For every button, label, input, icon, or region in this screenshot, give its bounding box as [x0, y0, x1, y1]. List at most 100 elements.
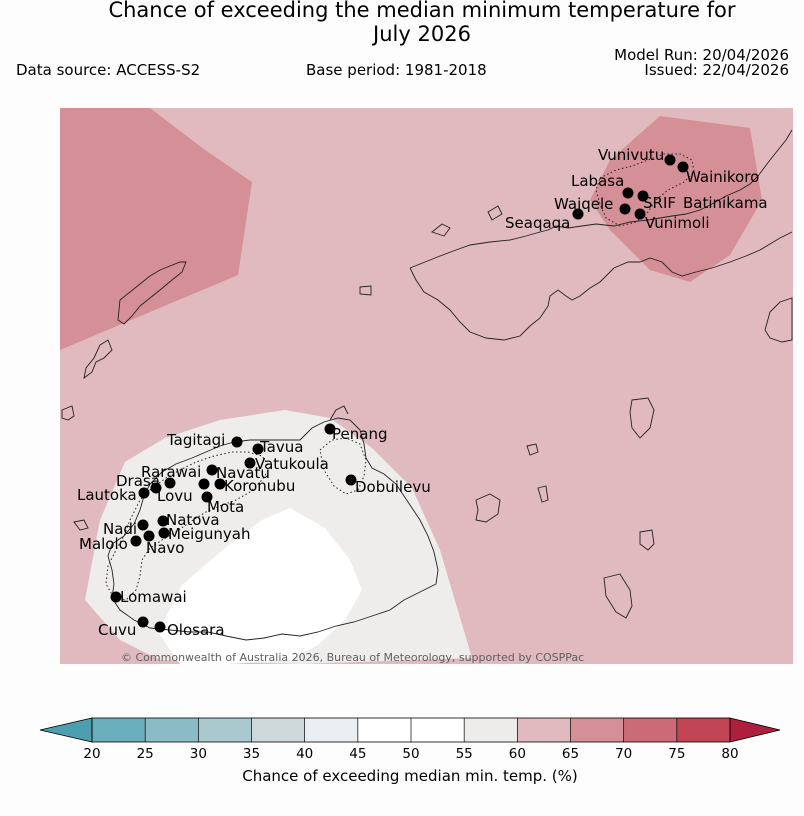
marker-vunivutu [664, 154, 676, 166]
marker-koronubu [214, 478, 226, 490]
marker-waiqele [619, 203, 631, 215]
marker-lomawai [110, 591, 122, 603]
base-period-label: Base period: 1981-2018 [306, 61, 487, 79]
colorbar-tick-label: 40 [296, 746, 313, 762]
colorbar-tick-label: 55 [456, 746, 473, 762]
colorbar-high-extend [729, 717, 781, 743]
colorbar-tick-label: 50 [402, 746, 419, 762]
colorbar-tick-label: 60 [509, 746, 526, 762]
coast-islet-2 [526, 443, 539, 456]
marker-navatu [198, 478, 210, 490]
station-label-lautoka: Lautoka [77, 486, 137, 504]
colorbar-tick-label: 30 [190, 746, 207, 762]
marker-labasa [622, 187, 634, 199]
field-45-55 [158, 508, 362, 664]
colorbar-segment [570, 718, 625, 742]
station-label-koronubu: Koronubu [224, 477, 295, 495]
colorbar-segment [145, 718, 199, 742]
colorbar-segment [676, 718, 731, 742]
marker-nadi [137, 519, 149, 531]
marker-lautoka [150, 482, 162, 494]
coast-ovalau [475, 493, 501, 523]
colorbar-title: Chance of exceeding median min. temp. (%… [242, 767, 577, 785]
district-north [595, 153, 695, 227]
station-label-penang: Penang [332, 425, 387, 443]
station-label-malolo: Malolo [79, 535, 128, 553]
colorbar-tick-label: 25 [137, 746, 154, 762]
colorbar-segments [92, 718, 731, 742]
coast-islet-8 [487, 205, 503, 221]
station-label-cuvu: Cuvu [98, 621, 136, 639]
station-label-wainikoro: Wainikoro [686, 168, 759, 186]
coast-islet-6 [73, 519, 89, 531]
colorbar-tick-label: 35 [243, 746, 260, 762]
colorbar: 20 25 30 35 40 45 50 55 60 65 70 75 80 Chance of exc… [39, 717, 781, 785]
coast-taveuni [764, 297, 793, 343]
title-line-1: Chance of exceeding the median minimum t… [108, 0, 736, 22]
station-label-srif: SRIF [643, 194, 676, 212]
colorbar-segment [411, 718, 465, 742]
coast-yasawa-1 [83, 339, 113, 380]
marker-rarawai [206, 464, 218, 476]
station-label-vatukoula: Vatukoula [255, 455, 329, 473]
coast-islet-5 [61, 405, 75, 421]
colorbar-low-extend [39, 717, 93, 743]
field-65-70-west [60, 108, 252, 350]
station-label-meigunyah: Meigunyah [168, 525, 250, 543]
marker-dobuilevu [345, 474, 357, 486]
coast-koro [629, 397, 655, 439]
marker-vatukoula [244, 457, 256, 469]
colorbar-tick-label: 65 [562, 746, 579, 762]
marker-malolo [130, 535, 142, 547]
copyright-notice: © Commonwealth of Australia 2026, Bureau… [121, 651, 584, 664]
coast-viti-levu [107, 417, 439, 641]
colorbar-tick-label: 80 [721, 746, 738, 762]
station-label-drasa: Drasa [116, 472, 160, 490]
marker-lovu [138, 487, 150, 499]
colorbar-ticks: 20 25 30 35 40 45 50 55 60 65 70 75 80 [83, 718, 739, 762]
marker-mota [201, 491, 213, 503]
issued-label: Issued: 22/04/2026 [644, 61, 789, 79]
station-label-mota: Mota [207, 498, 244, 516]
station-label-labasa: Labasa [571, 172, 624, 190]
coast-islet-1 [359, 285, 372, 296]
station-label-seaqaqa: Seaqaqa [505, 214, 570, 232]
station-labels: Vunivutu Wainikoro Labasa SRIF Batinikam… [77, 146, 768, 639]
marker-meigunyah [158, 527, 170, 539]
station-label-rarawai: Rarawai [141, 463, 201, 481]
coast-viti-levu-nose [329, 405, 349, 421]
station-label-waiqele: Waiqele [554, 195, 613, 213]
colorbar-segment [357, 718, 412, 742]
coast-islet-3 [537, 485, 549, 503]
marker-penang [324, 423, 336, 435]
marker-tagitagi [231, 436, 243, 448]
probability-field [60, 108, 793, 664]
station-label-tagitagi: Tagitagi [166, 431, 225, 449]
coast-gau [603, 573, 633, 619]
station-markers [110, 154, 689, 633]
station-label-vunivutu: Vunivutu [598, 146, 664, 164]
station-label-batinikama: Batinikama [683, 194, 768, 212]
colorbar-tick-label: 20 [83, 746, 100, 762]
station-label-nadi: Nadi [103, 520, 137, 538]
colorbar-segment [304, 718, 359, 742]
field-65-70-east [590, 116, 762, 282]
coast-vanua-levu-south [409, 231, 793, 341]
station-label-dobuilevu: Dobuilevu [355, 478, 431, 496]
station-label-navo: Navo [146, 539, 184, 557]
colorbar-segment [198, 718, 252, 742]
marker-olosara [154, 621, 166, 633]
station-label-olosara: Olosara [167, 621, 225, 639]
station-label-navatu: Navatu [216, 464, 270, 482]
marker-seaqaqa [572, 208, 584, 220]
colorbar-tick-label: 45 [349, 746, 366, 762]
colorbar-segment [623, 718, 678, 742]
title-line-2: July 2026 [373, 22, 471, 46]
marker-tavua [252, 443, 264, 455]
colorbar-segment [92, 718, 146, 742]
coast-yasawa-2 [117, 261, 187, 325]
colorbar-segment [251, 718, 306, 742]
marker-srif [637, 190, 649, 202]
marker-natova [157, 515, 169, 527]
